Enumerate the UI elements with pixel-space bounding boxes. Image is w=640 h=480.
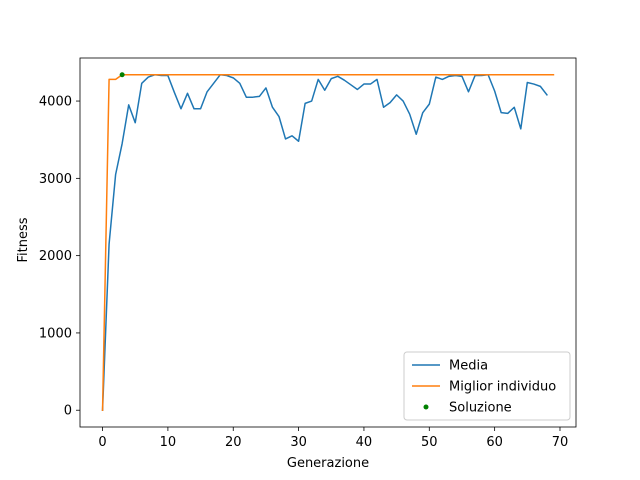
series-point-2-0: [119, 72, 125, 78]
axes: 0 10 20 30 40 50 60 70 0 1000 2000 3000 4000: [39, 57, 577, 450]
y-tick-label-2: 2000: [39, 249, 72, 264]
x-axis-label: Generazione: [287, 456, 369, 471]
plot-area: [101, 72, 555, 412]
legend: Media Miglior individuo Soluzione: [403, 351, 571, 421]
axes-frame: [79, 57, 577, 428]
legend-label-0: Media: [449, 359, 488, 374]
y-tick-label-3: 3000: [39, 172, 72, 187]
x-tick-label-0: 0: [98, 435, 106, 450]
y-tick-label-1: 1000: [39, 326, 72, 341]
legend-label-2: Soluzione: [449, 401, 512, 416]
y-tick-label-4: 4000: [39, 95, 72, 110]
legend-swatch-2: [423, 404, 429, 410]
x-tick-label-6: 60: [486, 435, 503, 450]
series-line-1: [101, 74, 555, 411]
y-axis-label: Fitness: [16, 217, 31, 262]
legend-label-1: Miglior individuo: [449, 380, 556, 395]
legend-box: [403, 351, 571, 421]
x-tick-label-5: 50: [421, 435, 438, 450]
series-line-0: [101, 74, 548, 412]
x-tick-label-3: 30: [290, 435, 307, 450]
x-tick-label-1: 10: [160, 435, 177, 450]
x-tick-label-7: 70: [552, 435, 569, 450]
x-tick-label-4: 40: [356, 435, 373, 450]
x-tick-label-2: 20: [225, 435, 242, 450]
y-tick-label-0: 0: [64, 404, 72, 419]
